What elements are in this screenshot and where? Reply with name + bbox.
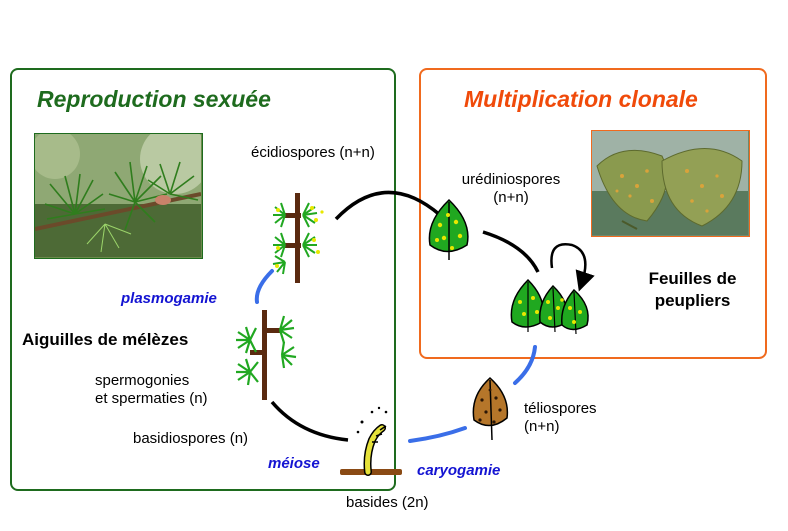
title-sexual-reproduction: Reproduction sexuée xyxy=(37,86,271,112)
uredinio-leaf xyxy=(428,198,469,260)
process-meiose: méiose xyxy=(268,455,320,472)
arc-telio-to-poplar xyxy=(513,345,537,385)
larch-branch-ecidia xyxy=(272,193,324,283)
basidium xyxy=(340,406,402,476)
label-basides: basides (2n) xyxy=(346,494,429,511)
panel-clonal-multiplication xyxy=(419,68,767,359)
label-feuilles-line2: peupliers xyxy=(654,291,731,310)
poplar-leaves-cluster xyxy=(510,278,589,335)
label-teliospores: téliospores (n+n) xyxy=(524,400,597,436)
label-urediniospores-line2: (n+n) xyxy=(493,189,529,206)
larch-branch-spermogonies xyxy=(236,310,297,400)
arrow-uredinio-to-poplar xyxy=(482,230,540,273)
process-plasmogamie: plasmogamie xyxy=(121,290,217,307)
label-teliospores-line2: (n+n) xyxy=(524,418,560,435)
label-urediniospores: urédiniospores (n+n) xyxy=(451,171,571,207)
label-feuilles-line1: Feuilles de xyxy=(648,269,737,288)
telio-leaf xyxy=(472,376,509,441)
panel-sexual-reproduction xyxy=(10,68,396,491)
larch-branch-photo xyxy=(30,124,210,259)
larch-photo-art xyxy=(30,124,210,257)
arrow-ecidio-to-uredinio xyxy=(334,190,442,221)
arrow-clonal-loop xyxy=(550,243,595,292)
poplar-leaves-photo xyxy=(591,130,750,237)
label-teliospores-line1: téliospores xyxy=(524,400,597,417)
label-ecidiospores: écidiospores (n+n) xyxy=(251,144,375,161)
label-feuilles-peupliers: Feuilles de peupliers xyxy=(635,268,750,312)
label-basidiospores: basidiospores (n) xyxy=(133,430,249,447)
arc-caryogamie xyxy=(408,426,467,443)
label-spermogonies-line1: spermogonies xyxy=(95,372,190,389)
arc-plasmogamie xyxy=(254,269,274,304)
process-caryogamie: caryogamie xyxy=(417,462,501,479)
arrow-basidiospores xyxy=(270,400,349,442)
title-clonal-multiplication: Multiplication clonale xyxy=(464,86,698,112)
label-spermogonies-line2: et spermaties (n) xyxy=(95,390,208,407)
label-urediniospores-line1: urédiniospores xyxy=(461,171,561,188)
label-spermogonies: spermogonies et spermaties (n) xyxy=(95,372,208,408)
label-aiguilles-meleze: Aiguilles de mélèzes xyxy=(22,330,189,349)
poplar-photo-art xyxy=(592,131,748,235)
